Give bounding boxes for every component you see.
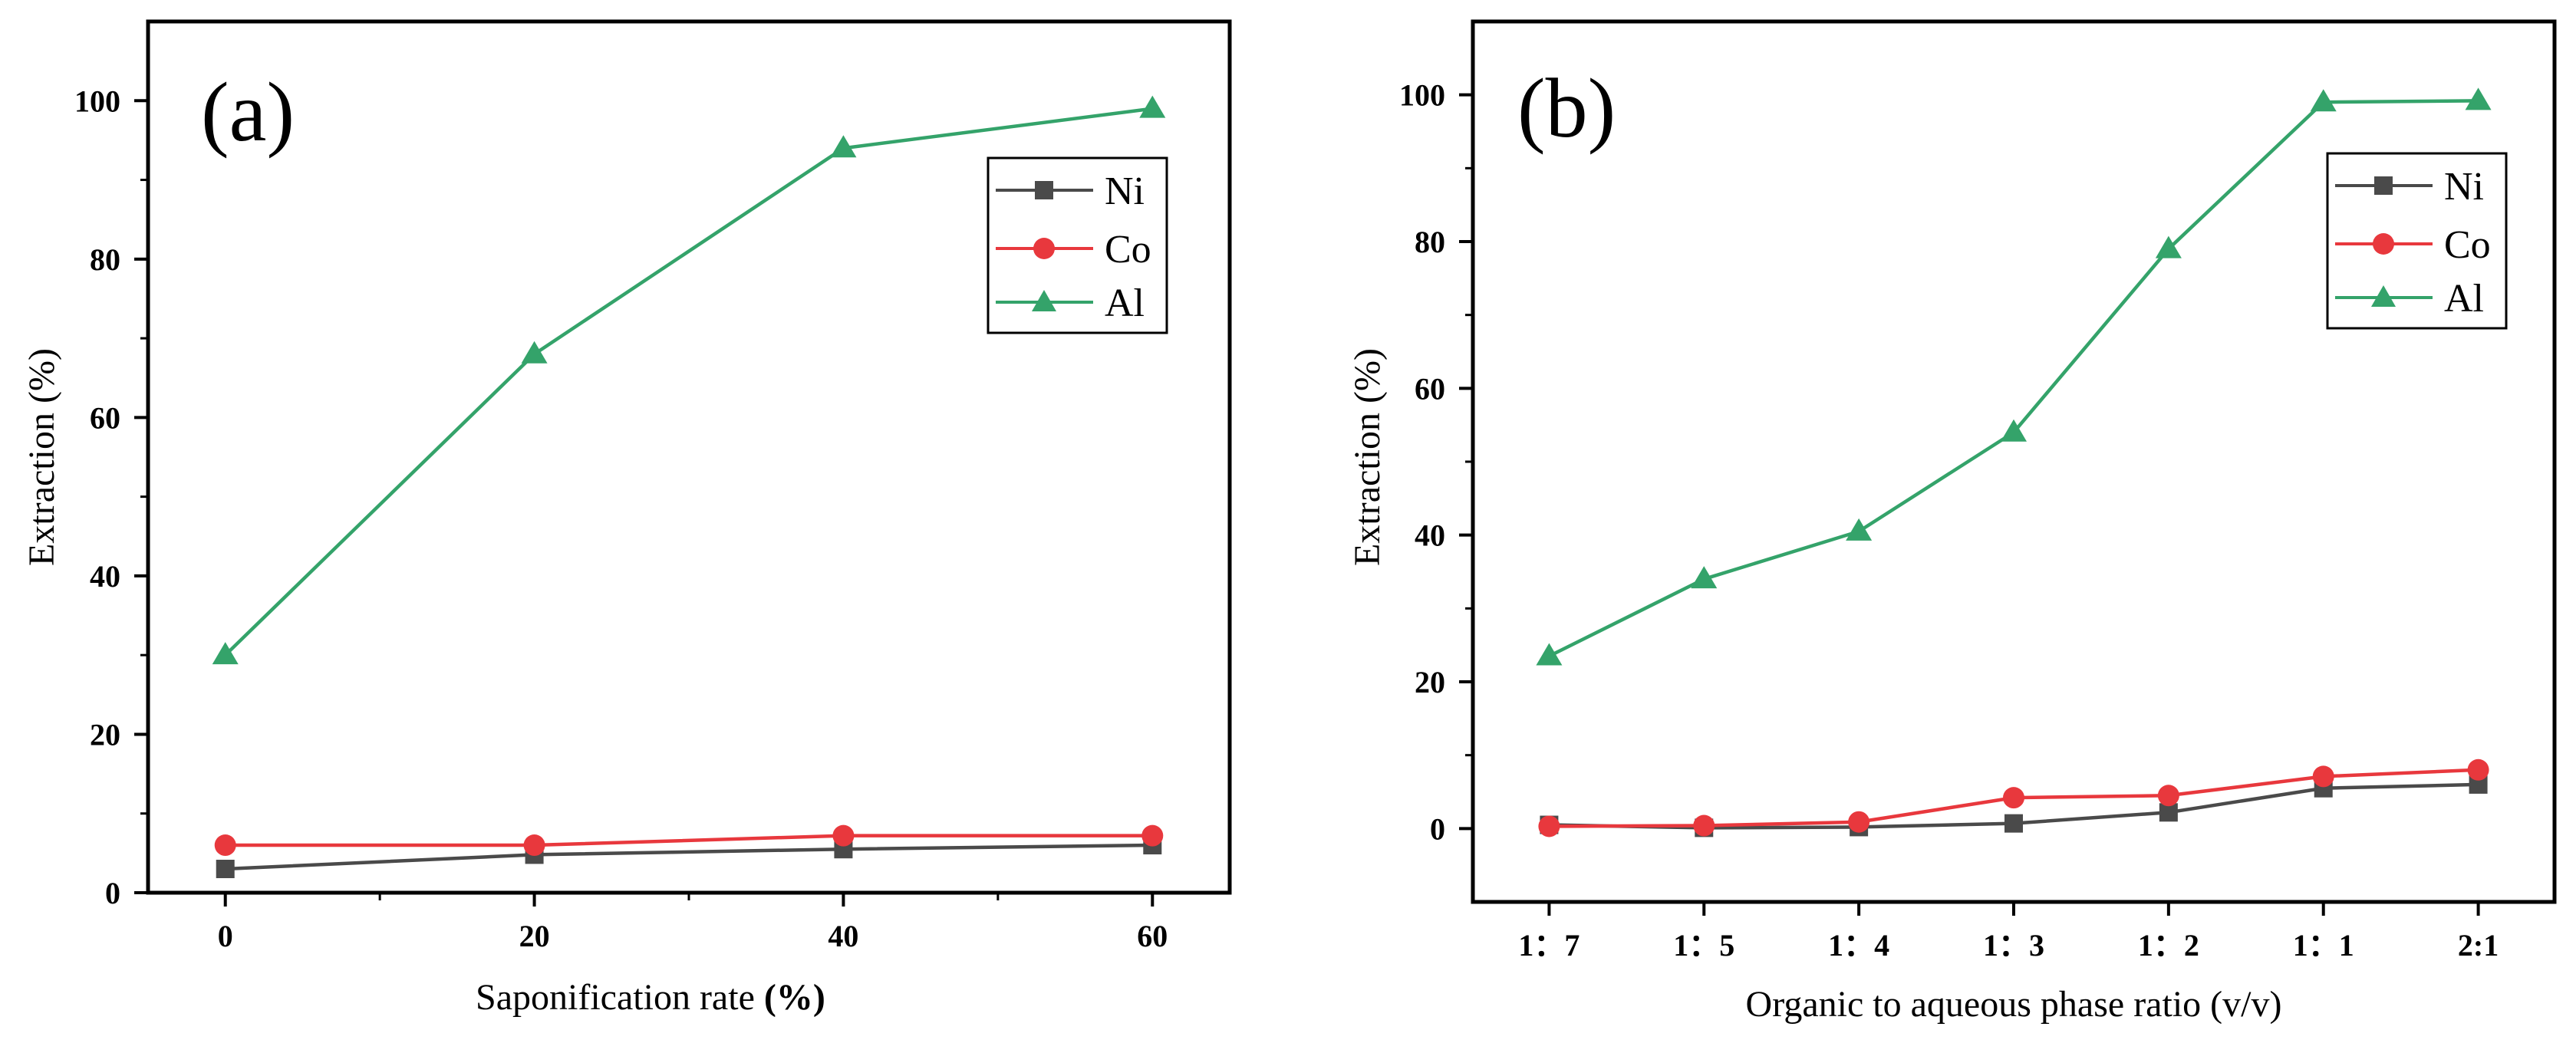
panel-a-series-ni-line	[225, 843, 1153, 871]
panel-a-series-lines	[224, 107, 1153, 871]
panel-b-ticks: 0 20 40 60 80 100 1：7 1：5 1：4 1：3 1：2 1：1 2:1	[1399, 78, 2499, 963]
panel-a-al-point	[1139, 95, 1166, 118]
panel-a-legend-co-label: Co	[1105, 228, 1151, 271]
panel-a-y-axis-label: Extraction (%)	[21, 348, 62, 566]
panel-a-y-tick-label: 0	[105, 876, 120, 910]
panel-b-y-tick-label: 20	[1415, 665, 1445, 699]
panel-a-x-tick-label: 0	[218, 919, 233, 953]
panel-a-al-point	[830, 135, 857, 158]
panel-a-y-tick-label: 60	[90, 400, 120, 435]
panel-b-x-tick-label: 2:1	[2458, 928, 2499, 963]
panel-b-legend-co-marker	[2373, 233, 2394, 255]
panel-a-x-tick-label: 20	[519, 919, 550, 953]
panel-b-co-point	[1538, 815, 1560, 837]
panel-b-legend: Ni Co Al	[2326, 152, 2508, 330]
panel-b-legend-ni-label: Ni	[2444, 165, 2484, 209]
panel-a-series-markers	[212, 95, 1166, 879]
panel-b-al-point	[1536, 643, 1563, 666]
panel-b-x-tick-label: 1：5	[1673, 928, 1734, 963]
panel-a-y-tick-label: 80	[90, 242, 120, 277]
panel-a-y-tick-label: 20	[90, 717, 120, 752]
panel-b-x-axis-label: Organic to aqueous phase ratio (v/v)	[1746, 984, 2282, 1025]
panel-b-co-point	[2467, 758, 2489, 781]
panel-a-x-tick-label: 40	[828, 919, 858, 953]
panel-a-tag: (a)	[201, 65, 295, 159]
panel-a-co-point	[523, 834, 545, 857]
panel-a-series-co-line	[225, 834, 1153, 847]
panel-b-series-markers	[1536, 87, 2492, 837]
panel-a-plot-frame	[146, 19, 1232, 895]
panel-b-y-tick-label: 40	[1415, 518, 1445, 553]
panel-b-legend-al-label: Al	[2444, 277, 2484, 321]
panel-b-al-point	[2155, 235, 2182, 258]
panel-b-al-point	[2465, 87, 2492, 110]
panel-b-x-tick-label: 1：2	[2138, 928, 2199, 963]
panel-b-ni-point	[2159, 803, 2178, 822]
panel-a-co-point	[1141, 824, 1164, 847]
panel-a-legend-co-marker	[1033, 238, 1055, 259]
panel-b-co-point	[2157, 785, 2179, 807]
panel-b-legend-al-marker	[2371, 285, 2396, 307]
panel-b-x-tick-label: 1：4	[1828, 928, 1889, 963]
panel-a-ni-point	[216, 860, 235, 879]
panel-a-x-axis-label: Saponification rate (%)	[476, 977, 825, 1018]
panel-a-chart: 0 20 40 60 80 100 0 20 40 60 (a) Saponification r…	[21, 19, 1232, 1018]
panel-b-tag: (b)	[1517, 61, 1616, 155]
panel-b-al-point	[1846, 518, 1873, 541]
panel-b-chart: 0 20 40 60 80 100 1：7 1：5 1：4 1：3 1：2 1：1 2:1 (b) Or…	[1347, 19, 2557, 1025]
panel-b-al-point	[2310, 89, 2337, 112]
panel-b-co-point	[1693, 814, 1715, 837]
panel-b-y-tick-label: 80	[1415, 225, 1445, 259]
panel-b-y-axis-label: Extraction (%)	[1347, 348, 1388, 566]
panel-a-al-point	[212, 642, 239, 665]
panel-b-co-point	[2003, 787, 2024, 809]
panel-a-series-al-line	[224, 107, 1153, 656]
panel-b-x-tick-label: 1：7	[1518, 928, 1580, 963]
panel-b-y-tick-label: 100	[1399, 78, 1445, 113]
panel-a-legend-ni-marker	[1035, 181, 1053, 199]
panel-a-legend-al-marker	[1032, 290, 1056, 311]
panel-a-ticks: 0 20 40 60 80 100 0 20 40 60	[74, 84, 1168, 953]
panel-a-y-tick-label: 40	[90, 559, 120, 594]
panel-a-al-point	[521, 341, 548, 364]
panel-b-x-tick-label: 1：3	[1983, 928, 2044, 963]
panel-a-y-tick-label: 100	[74, 84, 120, 118]
panel-b-y-tick-label: 60	[1415, 371, 1445, 406]
panel-a-co-point	[832, 824, 855, 847]
panel-a-co-point	[214, 834, 236, 857]
panel-b-x-tick-label: 1：1	[2293, 928, 2354, 963]
panel-b-co-point	[2312, 765, 2334, 788]
panel-a-legend-al-label: Al	[1105, 281, 1145, 325]
panel-b-ni-point	[2004, 814, 2023, 833]
panel-b-legend-ni-marker	[2374, 176, 2393, 195]
panel-b-al-point	[2001, 419, 2027, 442]
panel-a-x-tick-label: 60	[1137, 919, 1168, 953]
panel-a-legend-ni-label: Ni	[1105, 169, 1145, 213]
panel-b-legend-co-label: Co	[2444, 223, 2491, 267]
panel-b-y-tick-label: 0	[1430, 811, 1445, 846]
panel-b-al-point	[1691, 566, 1718, 589]
panel-b-co-point	[1848, 811, 1870, 833]
panel-a-legend: Ni Co Al	[987, 156, 1168, 334]
